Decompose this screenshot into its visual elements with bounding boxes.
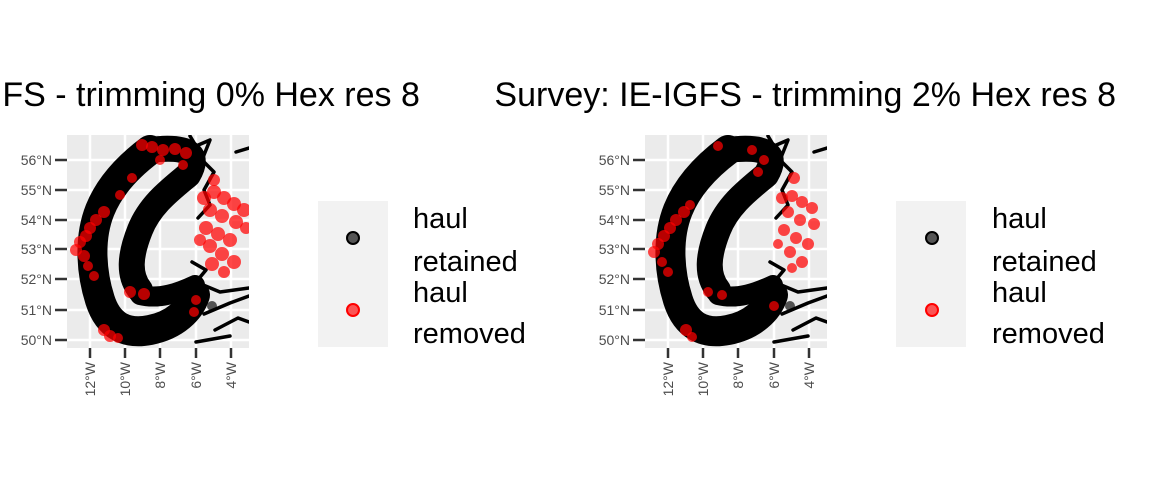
y-tick-label: 51°N [599, 302, 630, 318]
x-tick-label: 8°W [730, 361, 746, 388]
legend-right: haul retained haul removed [896, 201, 1105, 350]
x-tick-label: 6°W [766, 361, 782, 388]
x-axis: 12°W 10°W 8°W 6°W 4°W [660, 348, 817, 396]
legend-key-background [318, 201, 388, 347]
y-tick-label: 56°N [21, 152, 52, 168]
legend-key-background [896, 201, 966, 347]
legend-key-removed [346, 303, 360, 317]
coastline [766, 135, 827, 344]
legend-label: haul [413, 277, 468, 309]
x-axis-ticks [666, 348, 811, 358]
legend-label: haul [413, 203, 468, 235]
y-tick-label: 52°N [21, 271, 52, 287]
removed-hauls [648, 141, 820, 342]
legend-label: haul [992, 277, 1047, 309]
x-tick-label: 4°W [801, 361, 817, 388]
y-tick-label: 52°N [599, 271, 630, 287]
y-tick-label: 53°N [21, 241, 52, 257]
legend-label: retained [413, 246, 518, 278]
x-tick-label: 4°W [223, 361, 239, 388]
panel-title-right: Survey: IE-IGFS - trimming 2% Hex res 8 [494, 76, 1116, 114]
y-tick-label: 54°N [21, 212, 52, 228]
y-tick-label: 54°N [599, 212, 630, 228]
y-tick-label: 51°N [21, 302, 52, 318]
legend-key-retained [925, 231, 939, 245]
x-tick-label: 12°W [82, 361, 98, 396]
y-axis: 56°N 55°N 54°N 53°N 52°N 51°N 50°N [599, 152, 645, 348]
legend-key-removed [925, 303, 939, 317]
y-tick-label: 56°N [599, 152, 630, 168]
legend-label: removed [413, 318, 526, 350]
panel-title-left: IE-IGFS - trimming 0% Hex res 8 [0, 76, 420, 114]
y-tick-label: 50°N [599, 332, 630, 348]
legend-left: haul retained haul removed [318, 201, 526, 350]
legend-label: retained [992, 246, 1097, 278]
x-tick-label: 12°W [660, 361, 676, 396]
map-panel-left: 56°N 55°N 54°N 53°N 52°N 51°N 50°N 12°W … [21, 135, 526, 396]
legend-label: haul [992, 203, 1047, 235]
y-tick-label: 53°N [599, 241, 630, 257]
x-axis-ticks [88, 348, 233, 358]
legend-key-retained [346, 231, 360, 245]
y-axis-ticks [55, 158, 67, 342]
y-tick-label: 55°N [21, 182, 52, 198]
x-axis: 12°W 10°W 8°W 6°W 4°W [82, 348, 239, 396]
y-tick-label: 50°N [21, 332, 52, 348]
x-tick-label: 8°W [152, 361, 168, 388]
map-panel-right: 56°N 55°N 54°N 53°N 52°N 51°N 50°N 12°W … [599, 135, 1105, 396]
retained-haul-point [207, 301, 217, 311]
x-tick-label: 10°W [695, 361, 711, 396]
x-tick-label: 6°W [188, 361, 204, 388]
y-axis-ticks [633, 158, 645, 342]
y-tick-label: 55°N [599, 182, 630, 198]
x-tick-label: 10°W [117, 361, 133, 396]
legend-label: removed [992, 318, 1105, 350]
retained-haul-point [785, 301, 795, 311]
removed-hauls [70, 139, 249, 343]
y-axis: 56°N 55°N 54°N 53°N 52°N 51°N 50°N [21, 152, 67, 348]
